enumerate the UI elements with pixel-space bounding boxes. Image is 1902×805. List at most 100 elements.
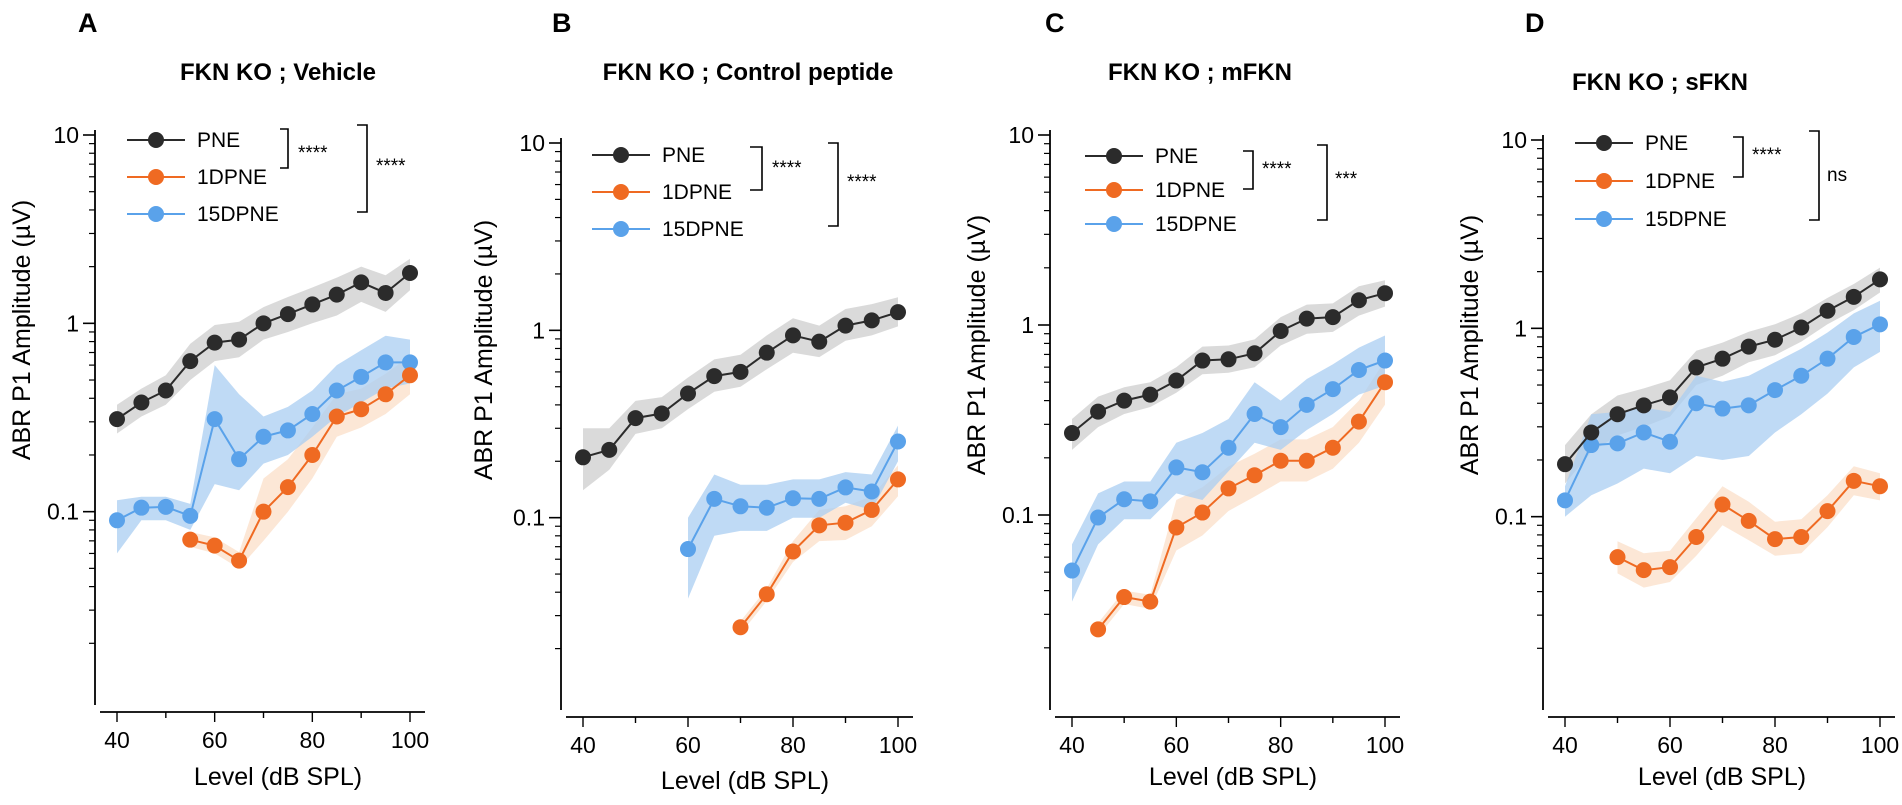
panel-a-legend-marker-15dpne — [148, 206, 164, 222]
panel-c-point-pne-60 — [1168, 372, 1185, 389]
panel-d-y-tick-label: 0.1 — [1495, 504, 1527, 530]
panel-letter-c: C — [1045, 8, 1065, 38]
panel-a-point-pne-100 — [402, 265, 418, 282]
legend-label-b-15dpne: 15DPNE — [662, 218, 744, 241]
panel-a-point-15dpne-60 — [206, 411, 223, 428]
panel-b-point-pne-100 — [890, 304, 906, 321]
panel-c-point-1dpne-60 — [1168, 519, 1185, 536]
panel-b-point-pne-85 — [811, 333, 828, 350]
panel-c-point-pne-45 — [1090, 403, 1107, 420]
panel-c-point-pne-75 — [1246, 345, 1263, 362]
panel-d-point-pne-85 — [1793, 319, 1810, 336]
panel-b-x-tick-label: 100 — [879, 732, 917, 758]
sig-bracket-a-1 — [280, 128, 289, 169]
panel-b-y-tick-label: 0.1 — [513, 505, 545, 531]
panel-c: C FKN KO ; mFKN 0.1 1 10 40 60 80 100 ABR P1 A… — [963, 8, 1404, 791]
panel-b-point-pne-75 — [758, 344, 775, 361]
plot-area-d: 0.1 1 10 40 60 80 100 — [1495, 127, 1899, 758]
sig-label-d-1: **** — [1752, 145, 1782, 166]
panel-a-y-tick-label: 0.1 — [47, 499, 79, 525]
sig-label-a-2: **** — [376, 156, 406, 177]
panel-a-point-15dpne-45 — [133, 499, 150, 516]
panel-a-point-1dpne-85 — [328, 408, 345, 425]
panel-d-point-pne-70 — [1714, 350, 1731, 367]
panel-a-point-15dpne-65 — [231, 451, 248, 468]
panel-d-point-15dpne-40 — [1557, 492, 1573, 509]
panel-a-point-15dpne-80 — [304, 406, 321, 423]
panel-a-point-1dpne-95 — [377, 386, 394, 403]
panel-b-point-15dpne-100 — [890, 433, 906, 450]
panel-d-point-1dpne-100 — [1872, 478, 1888, 495]
sig-bracket-b-2 — [828, 142, 839, 227]
legend-label-a-15dpne: 15DPNE — [197, 203, 279, 226]
panel-d-legend-marker-pne — [1596, 135, 1612, 151]
panel-b-point-15dpne-70 — [732, 498, 749, 515]
panel-c-point-pne-95 — [1350, 292, 1367, 309]
panel-b-legend-marker-1dpne — [613, 184, 629, 200]
panel-a-point-1dpne-55 — [182, 531, 199, 548]
x-axis-label-b: Level (dB SPL) — [661, 767, 829, 795]
panel-b-point-1dpne-70 — [732, 619, 749, 636]
panel-b-point-15dpne-80 — [785, 490, 801, 507]
panel-a-point-pne-60 — [206, 334, 223, 351]
panel-b-point-pne-70 — [732, 363, 749, 380]
panel-letter-a: A — [78, 8, 98, 38]
panel-d-point-15dpne-55 — [1635, 424, 1652, 441]
sig-bracket-c-2 — [1317, 144, 1328, 221]
panel-letter-b: B — [552, 8, 572, 38]
panel-a-x-tick-label: 80 — [300, 727, 326, 753]
panel-a-point-15dpne-90 — [353, 368, 370, 385]
panel-b-point-pne-60 — [680, 385, 696, 402]
panel-d-point-15dpne-70 — [1714, 400, 1731, 417]
panel-a-point-15dpne-70 — [255, 428, 272, 445]
panel-b-point-1dpne-75 — [758, 586, 775, 603]
legend-label-a-pne: PNE — [197, 129, 240, 152]
legend-label-c-15dpne: 15DPNE — [1155, 213, 1237, 236]
sig-bracket-d-2 — [1809, 130, 1820, 221]
panel-d-point-pne-100 — [1872, 271, 1888, 288]
panel-a-legend-marker-1dpne — [148, 169, 164, 185]
y-axis-label-b: ABR P1 Amplitude (µV) — [470, 220, 498, 480]
sig-label-c-2: *** — [1335, 169, 1358, 190]
panel-c-point-15dpne-85 — [1298, 396, 1315, 413]
panel-d-x-tick-label: 100 — [1861, 732, 1899, 758]
legend-label-c-pne: PNE — [1155, 145, 1198, 168]
panel-d-point-pne-65 — [1688, 359, 1705, 376]
panel-d-point-1dpne-80 — [1767, 531, 1783, 548]
panel-b-x-tick-label: 40 — [570, 732, 596, 758]
panel-c-point-1dpne-90 — [1324, 439, 1341, 456]
panel-a-point-15dpne-85 — [328, 382, 345, 399]
panel-a-point-pne-70 — [255, 315, 272, 332]
panel-d-point-1dpne-55 — [1635, 562, 1652, 579]
panel-d-point-1dpne-85 — [1793, 528, 1810, 545]
panel-b-point-pne-90 — [837, 317, 854, 334]
panel-b-point-pne-80 — [785, 327, 801, 344]
panel-b-point-15dpne-85 — [811, 490, 828, 507]
panel-c-y-tick-label: 1 — [1021, 312, 1034, 338]
panel-d-point-pne-75 — [1740, 338, 1757, 355]
panel-d-point-15dpne-60 — [1662, 433, 1678, 450]
legend-label-b-pne: PNE — [662, 144, 705, 167]
panel-c-point-pne-55 — [1142, 386, 1159, 403]
panel-d-x-tick-label: 40 — [1552, 732, 1578, 758]
panel-d: D FKN KO ; sFKN 0.1 1 10 40 60 80 100 ABR P1 A… — [1456, 8, 1899, 791]
panel-a-point-pne-90 — [353, 274, 370, 291]
panel-b: B FKN KO ; Control peptide 0.1 1 10 40 60 80 1… — [470, 8, 917, 795]
panel-b-point-pne-40 — [575, 449, 591, 466]
panel-a-x-tick-label: 100 — [391, 727, 429, 753]
panel-b-point-pne-65 — [706, 368, 723, 385]
panel-d-point-15dpne-100 — [1872, 316, 1888, 333]
legend-label-d-15dpne: 15DPNE — [1645, 208, 1727, 231]
panel-c-point-15dpne-45 — [1090, 509, 1107, 526]
panel-c-band-1dpne — [1098, 360, 1385, 637]
panel-c-point-15dpne-60 — [1168, 459, 1185, 476]
panel-d-point-pne-60 — [1662, 389, 1678, 406]
panel-d-point-15dpne-65 — [1688, 395, 1705, 412]
panel-c-point-15dpne-55 — [1142, 493, 1159, 510]
panel-d-point-pne-45 — [1583, 424, 1600, 441]
panel-c-band-15dpne — [1072, 335, 1385, 602]
panel-c-point-1dpne-55 — [1142, 593, 1159, 610]
sig-label-a-1: **** — [298, 143, 328, 164]
panel-b-point-1dpne-95 — [863, 501, 880, 518]
panel-b-point-pne-95 — [863, 312, 880, 329]
